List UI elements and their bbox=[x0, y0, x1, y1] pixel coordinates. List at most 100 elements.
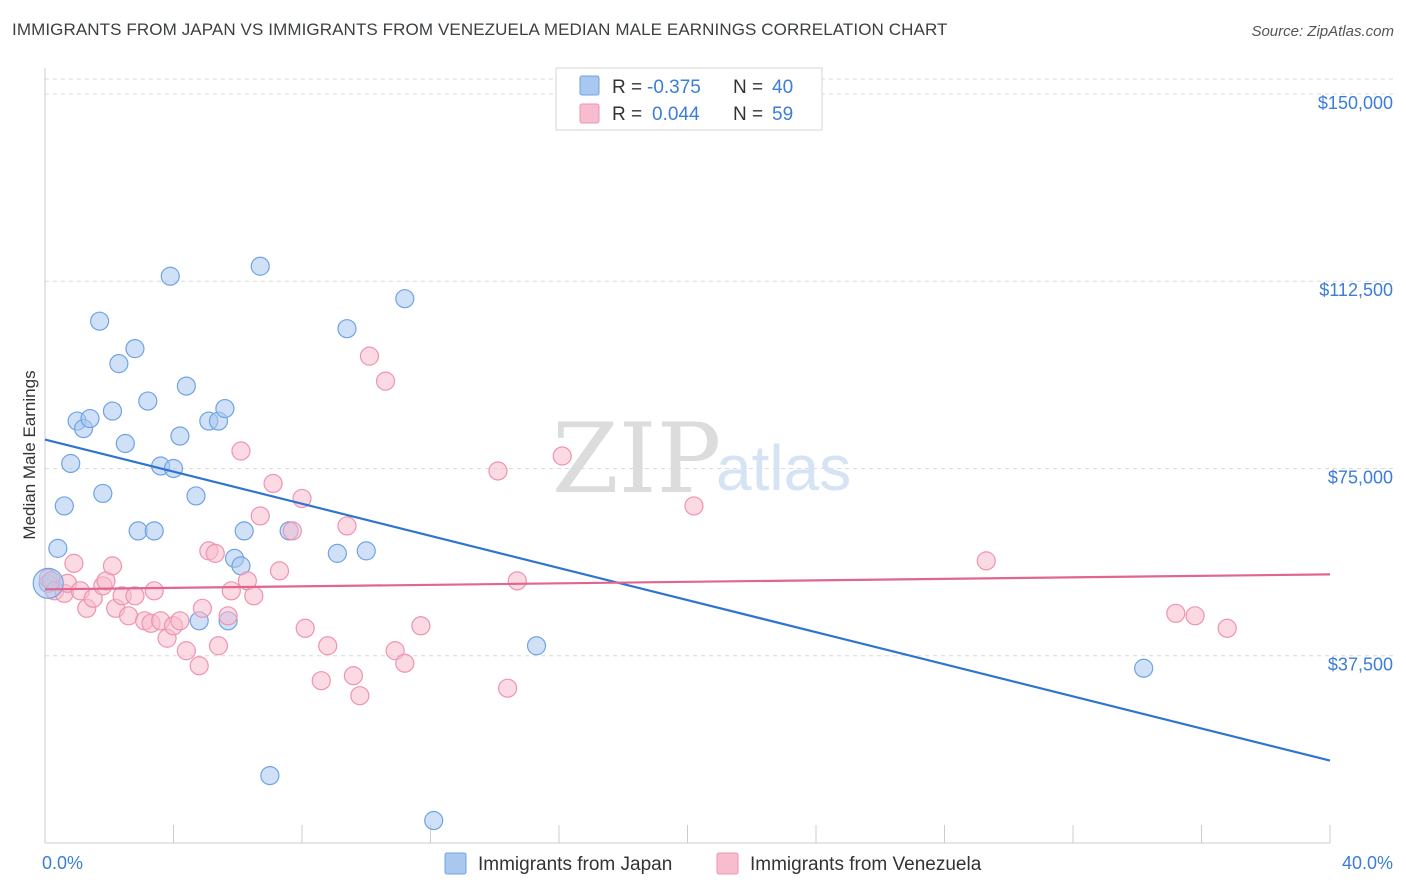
point-japan bbox=[356, 541, 376, 561]
legend-n-value-venezuela: 59 bbox=[772, 104, 793, 125]
point-japan bbox=[234, 521, 254, 541]
trend-lines bbox=[44, 438, 1331, 762]
legend-n-label-venezuela: N = bbox=[733, 104, 763, 125]
y-tick-label: $75,000 bbox=[1328, 467, 1393, 487]
point-japan bbox=[327, 543, 347, 563]
point-japan bbox=[170, 426, 190, 446]
point-japan bbox=[90, 311, 110, 331]
legend-swatch-japan bbox=[579, 75, 600, 96]
point-venezuela bbox=[311, 671, 331, 691]
trend-line-venezuela bbox=[44, 573, 1331, 591]
point-venezuela bbox=[976, 551, 996, 571]
point-venezuela bbox=[263, 473, 283, 494]
series-legend-label-japan: Immigrants from Japan bbox=[478, 854, 672, 875]
data-points bbox=[32, 256, 1237, 831]
point-venezuela bbox=[1166, 603, 1186, 623]
watermark: ZIP atlas bbox=[552, 403, 851, 515]
point-japan bbox=[250, 256, 270, 276]
series-legend-swatch-venezuela bbox=[716, 852, 739, 875]
point-japan bbox=[93, 483, 113, 504]
point-japan bbox=[163, 458, 184, 479]
y-tick-label: $37,500 bbox=[1328, 655, 1393, 675]
point-venezuela bbox=[411, 616, 431, 636]
point-venezuela bbox=[684, 496, 704, 516]
point-venezuela bbox=[359, 346, 380, 366]
point-venezuela bbox=[170, 611, 190, 631]
point-venezuela bbox=[192, 598, 213, 618]
point-venezuela bbox=[250, 506, 270, 526]
point-venezuela bbox=[488, 461, 508, 481]
legend-n-label-japan: N = bbox=[733, 77, 763, 98]
y-axis-title: Median Male Earnings bbox=[20, 370, 39, 539]
point-venezuela bbox=[176, 641, 196, 661]
series-legend-swatch-japan bbox=[444, 852, 467, 875]
legend-n-value-japan: 40 bbox=[772, 77, 793, 98]
point-venezuela bbox=[295, 618, 315, 638]
chart-title: IMMIGRANTS FROM JAPAN VS IMMIGRANTS FROM… bbox=[12, 20, 948, 39]
y-tick-labels: $37,500 $75,000 $112,500 $150,000 bbox=[1318, 93, 1393, 675]
point-venezuela bbox=[244, 586, 264, 606]
point-venezuela bbox=[498, 678, 518, 698]
point-venezuela bbox=[343, 666, 363, 686]
point-venezuela bbox=[144, 581, 164, 601]
watermark-zip: ZIP bbox=[552, 403, 721, 515]
point-venezuela bbox=[395, 653, 415, 673]
point-japan bbox=[1134, 658, 1154, 678]
point-japan bbox=[186, 486, 206, 506]
series-legend: Immigrants from Japan Immigrants from Ve… bbox=[444, 852, 982, 875]
point-venezuela bbox=[269, 561, 290, 581]
point-venezuela bbox=[375, 371, 396, 391]
point-japan bbox=[54, 496, 74, 516]
watermark-atlas: atlas bbox=[716, 432, 851, 504]
point-japan bbox=[61, 453, 81, 474]
legend-r-label-japan: R = bbox=[612, 77, 642, 98]
x-tick-label-min: 0.0% bbox=[42, 853, 83, 873]
point-japan bbox=[337, 319, 357, 339]
point-japan bbox=[424, 810, 444, 831]
chart-source: Source: ZipAtlas.com bbox=[1251, 23, 1394, 40]
point-japan bbox=[80, 408, 100, 429]
axes bbox=[44, 68, 1331, 844]
point-japan bbox=[109, 354, 129, 374]
point-japan bbox=[215, 398, 235, 419]
point-venezuela bbox=[318, 636, 338, 656]
point-japan bbox=[526, 636, 547, 656]
point-venezuela bbox=[221, 581, 241, 601]
point-venezuela bbox=[125, 586, 145, 606]
point-venezuela bbox=[118, 606, 139, 626]
point-venezuela bbox=[218, 606, 238, 626]
point-venezuela bbox=[1185, 606, 1205, 626]
point-venezuela bbox=[337, 516, 357, 536]
point-japan bbox=[260, 765, 280, 786]
point-japan bbox=[395, 289, 415, 309]
point-venezuela bbox=[205, 543, 225, 563]
point-japan-large bbox=[32, 567, 64, 599]
point-japan bbox=[160, 266, 180, 286]
legend-r-value-venezuela: 0.044 bbox=[652, 104, 700, 125]
trend-line-japan bbox=[44, 438, 1331, 762]
y-tick-label: $112,500 bbox=[1319, 280, 1393, 300]
point-venezuela bbox=[350, 686, 370, 706]
point-venezuela bbox=[189, 656, 209, 676]
point-venezuela bbox=[1217, 618, 1237, 638]
legend-swatch-venezuela bbox=[579, 103, 600, 124]
point-japan bbox=[144, 521, 164, 541]
point-venezuela bbox=[552, 446, 572, 466]
point-venezuela bbox=[282, 521, 302, 541]
point-japan bbox=[138, 391, 158, 411]
point-venezuela bbox=[208, 636, 229, 656]
point-venezuela bbox=[64, 553, 84, 573]
legend-r-label-venezuela: R = bbox=[612, 104, 642, 125]
point-japan bbox=[125, 339, 145, 359]
stats-legend: R = -0.375 N = 40 R = 0.044 N = 59 bbox=[555, 67, 823, 131]
point-japan bbox=[48, 538, 68, 558]
y-tick-label: $150,000 bbox=[1318, 93, 1393, 113]
stats-legend-box bbox=[555, 67, 823, 131]
point-japan bbox=[128, 521, 148, 541]
x-tick-label-max: 40.0% bbox=[1342, 853, 1393, 873]
point-japan bbox=[102, 401, 123, 421]
legend-r-value-japan: -0.375 bbox=[647, 77, 701, 98]
point-japan bbox=[176, 376, 196, 396]
point-venezuela bbox=[102, 556, 123, 576]
